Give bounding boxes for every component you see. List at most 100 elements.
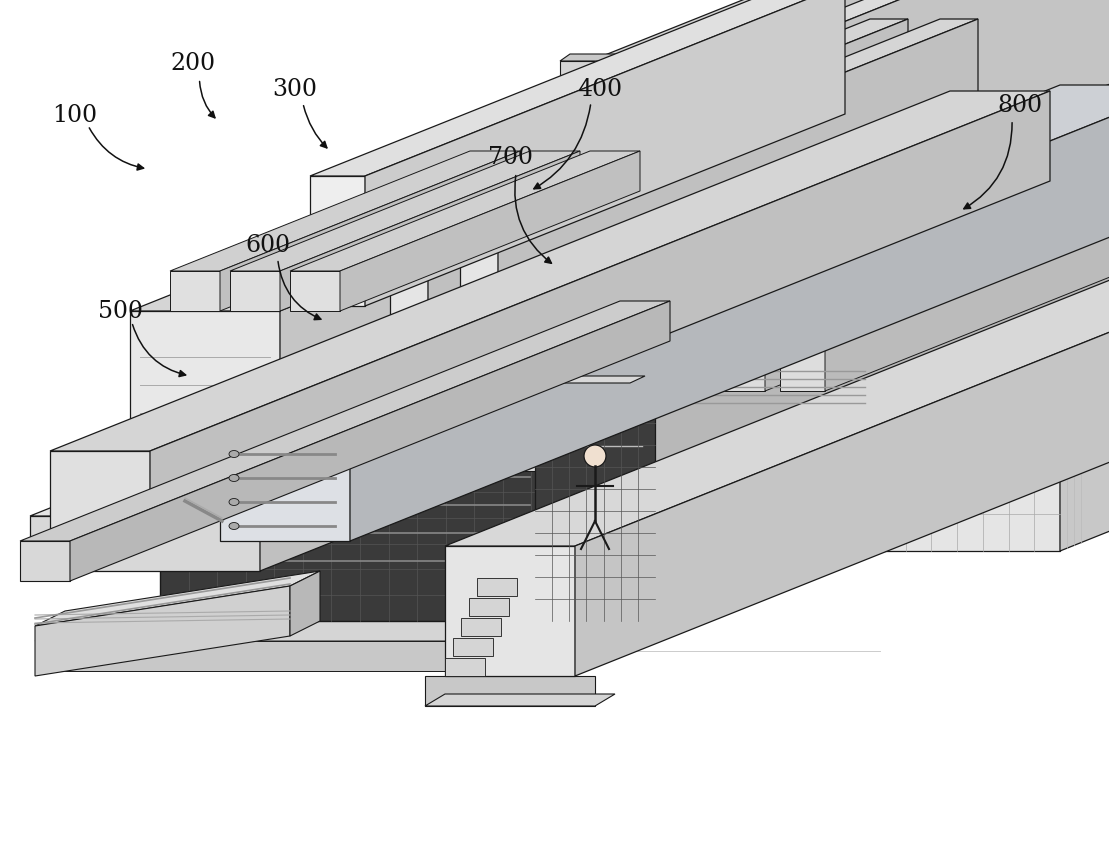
Polygon shape [50,451,150,541]
Polygon shape [510,7,1109,271]
Polygon shape [765,197,1109,391]
Polygon shape [480,376,869,416]
Polygon shape [260,36,1109,571]
Ellipse shape [82,467,157,525]
Polygon shape [289,571,321,636]
Polygon shape [425,694,615,706]
Polygon shape [477,578,517,596]
Polygon shape [598,0,1054,81]
Polygon shape [150,91,1050,541]
Ellipse shape [228,499,240,505]
Polygon shape [230,271,279,311]
Polygon shape [720,197,1109,341]
Text: 600: 600 [245,235,291,258]
Polygon shape [469,598,509,616]
Polygon shape [660,416,672,476]
Polygon shape [130,11,1030,311]
Polygon shape [635,71,676,371]
Polygon shape [881,0,1109,181]
Polygon shape [634,0,1054,321]
Polygon shape [635,141,805,171]
Polygon shape [580,416,592,476]
Polygon shape [390,211,428,471]
Polygon shape [480,376,645,383]
Polygon shape [30,36,1109,516]
Polygon shape [660,81,696,321]
Polygon shape [635,0,1109,71]
Polygon shape [607,0,1109,371]
Polygon shape [500,416,512,476]
Polygon shape [340,151,640,311]
Polygon shape [30,516,260,571]
Polygon shape [881,181,1060,551]
Polygon shape [720,341,765,391]
Polygon shape [160,299,590,311]
Polygon shape [635,136,815,141]
Polygon shape [170,271,220,311]
Circle shape [584,445,606,467]
Polygon shape [560,54,690,61]
Ellipse shape [105,484,134,507]
Polygon shape [160,311,560,621]
Polygon shape [840,416,852,476]
Polygon shape [50,91,1050,451]
Polygon shape [650,7,1109,471]
Polygon shape [564,71,607,371]
Ellipse shape [228,450,240,458]
Polygon shape [279,151,580,311]
Polygon shape [220,85,1109,421]
Polygon shape [680,0,1109,391]
Polygon shape [498,19,978,471]
Polygon shape [385,211,503,241]
Polygon shape [70,301,670,581]
Polygon shape [598,81,634,321]
Polygon shape [220,151,520,311]
Polygon shape [220,421,350,541]
Polygon shape [760,0,1109,141]
Polygon shape [35,616,610,641]
Polygon shape [825,197,1109,391]
Polygon shape [311,176,365,306]
Text: 400: 400 [578,77,622,100]
Polygon shape [730,0,1109,81]
Text: 700: 700 [488,146,532,169]
Polygon shape [130,311,279,461]
Polygon shape [461,618,501,636]
Polygon shape [350,85,1109,541]
Polygon shape [869,354,925,416]
Polygon shape [425,676,596,706]
Ellipse shape [228,475,240,482]
Polygon shape [390,19,908,211]
Polygon shape [564,0,1109,71]
Polygon shape [780,341,825,391]
Polygon shape [460,19,978,211]
Polygon shape [428,19,908,471]
Polygon shape [365,0,845,306]
Polygon shape [750,416,762,476]
Polygon shape [480,354,925,376]
Polygon shape [230,151,580,271]
Polygon shape [445,658,485,676]
Polygon shape [510,271,650,471]
Text: 300: 300 [273,77,317,100]
Text: 500: 500 [98,300,142,323]
Polygon shape [560,61,680,91]
Polygon shape [574,186,1109,676]
Polygon shape [1060,351,1109,451]
Text: 200: 200 [171,53,215,76]
Polygon shape [730,81,772,361]
Polygon shape [535,401,655,621]
Polygon shape [1060,0,1109,551]
Polygon shape [452,638,494,656]
Polygon shape [676,0,1109,371]
Polygon shape [460,211,498,471]
Polygon shape [696,0,1109,321]
Polygon shape [20,541,70,581]
Polygon shape [445,546,574,676]
Polygon shape [772,0,1109,361]
Polygon shape [35,571,321,626]
Polygon shape [660,0,1109,81]
Polygon shape [20,301,670,541]
Polygon shape [311,0,845,176]
Text: 100: 100 [52,105,98,128]
